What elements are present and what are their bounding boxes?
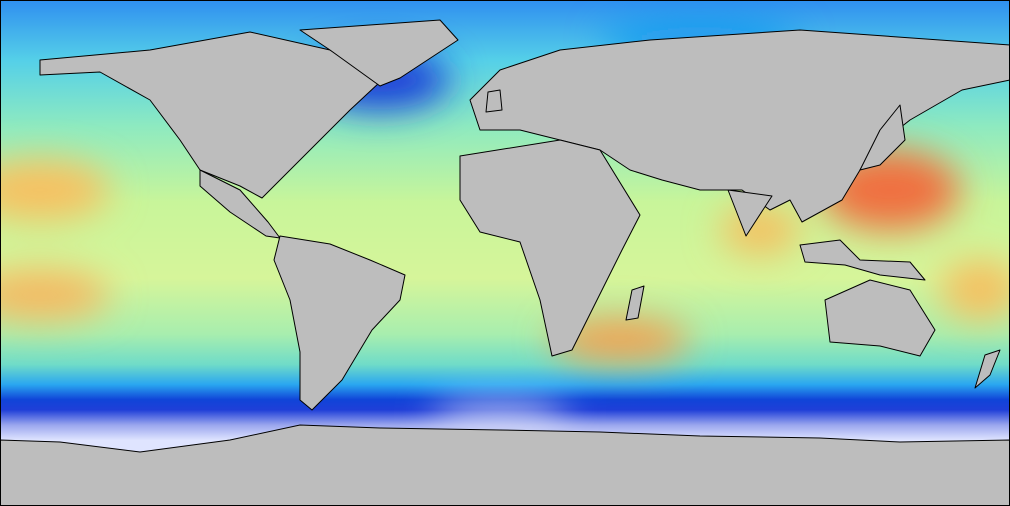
north-america — [39, 31, 381, 199]
central-america — [199, 169, 281, 239]
land — [0, 19, 1010, 506]
greenland — [299, 19, 459, 87]
antarctica — [0, 424, 1010, 506]
new-zealand — [974, 349, 1001, 389]
warm-patch — [0, 270, 110, 320]
madagascar — [625, 285, 645, 321]
eurasia — [469, 29, 1010, 223]
japan — [859, 104, 906, 171]
africa — [459, 139, 641, 357]
uk — [485, 89, 503, 113]
cold-patch — [430, 405, 570, 425]
warm-patch — [0, 160, 110, 220]
warm-patch — [940, 260, 1010, 320]
australia — [824, 279, 936, 357]
warm-patch — [550, 318, 690, 362]
south-america — [273, 235, 406, 411]
southeast-asia-islands — [799, 239, 926, 281]
india — [727, 189, 773, 237]
